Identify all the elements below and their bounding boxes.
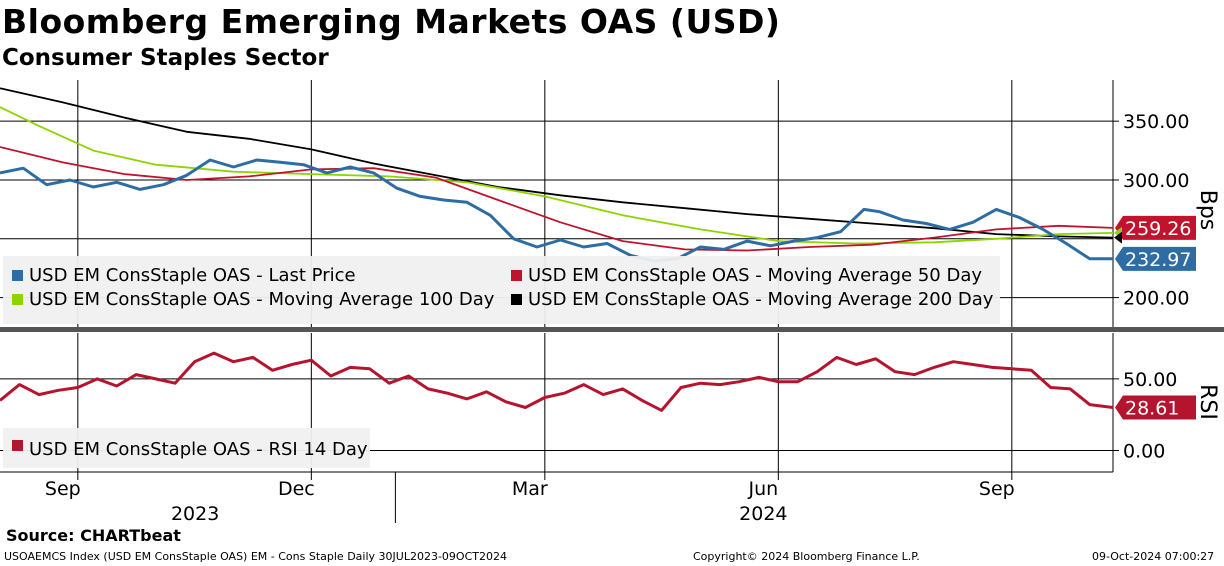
end-value-callout-ma50: 259.26 <box>1115 215 1196 240</box>
legend-box <box>3 256 1000 324</box>
y-tick-label: 50.00 <box>1123 369 1177 391</box>
y-tick-label: 200.00 <box>1123 288 1189 310</box>
series-line-last <box>0 158 1113 263</box>
legend-swatch-ma100 <box>12 294 23 305</box>
x-tick-label: Mar <box>512 478 548 500</box>
year-label: 2023 <box>171 503 219 525</box>
rsi-series-group <box>0 351 1114 412</box>
callout-value: 259.26 <box>1125 218 1191 240</box>
legend-swatch-rsi <box>12 440 23 451</box>
timestamp: 09-Oct-2024 07:00:27 <box>1092 550 1215 563</box>
series-line-rsi <box>0 351 1114 412</box>
series-line-ma50 <box>0 146 1114 252</box>
end-value-callout-rsi: 28.61 <box>1115 395 1196 420</box>
x-tick-label: Dec <box>278 478 315 500</box>
legend-label-rsi: USD EM ConsStaple OAS - RSI 14 Day <box>29 439 368 460</box>
chart-subtitle: Consumer Staples Sector <box>2 45 329 71</box>
price-series-group <box>0 87 1114 263</box>
legend-swatch-ma50 <box>511 270 522 281</box>
legend-box <box>3 428 370 468</box>
legend-label-ma50: USD EM ConsStaple OAS - Moving Average 5… <box>528 265 982 286</box>
y-tick-label: 350.00 <box>1123 111 1189 133</box>
legend-label-ma100: USD EM ConsStaple OAS - Moving Average 1… <box>29 289 495 310</box>
callout-badge <box>1115 246 1196 271</box>
callout-value: 232.97 <box>1125 249 1191 271</box>
y-axis-title: RSI <box>1195 384 1220 420</box>
end-marker-ma200 <box>1114 231 1122 244</box>
callout-value: 28.61 <box>1125 398 1179 420</box>
year-label: 2024 <box>739 503 787 525</box>
price-legend: USD EM ConsStaple OAS - Last Price USD EM… <box>3 256 1000 324</box>
x-tick-label: Jun <box>747 478 778 500</box>
x-tick-label: Sep <box>979 478 1015 500</box>
ticker-description: USOAEMCS Index (USD EM ConsStaple OAS) E… <box>4 550 507 563</box>
series-line-ma200 <box>0 87 1114 239</box>
callout-badge <box>1115 395 1196 420</box>
legend-swatch-last <box>12 270 23 281</box>
panel-separator <box>0 327 1224 332</box>
legend-swatch-ma200 <box>511 294 522 305</box>
series-line-ma100 <box>0 106 1114 245</box>
rsi-legend: USD EM ConsStaple OAS - RSI 14 Day <box>3 428 370 468</box>
y-tick-label: 300.00 <box>1123 170 1189 192</box>
copyright-notice: Copyright© 2024 Bloomberg Finance L.P. <box>693 550 920 563</box>
y-axis-title: Bps <box>1195 190 1220 231</box>
chart-title: Bloomberg Emerging Markets OAS (USD) <box>2 2 781 41</box>
end-value-callout-last: 232.97 <box>1115 246 1196 271</box>
source-label: Source: CHARTbeat <box>6 526 181 545</box>
legend-label-ma200: USD EM ConsStaple OAS - Moving Average 2… <box>528 289 994 310</box>
callout-badge <box>1115 215 1196 240</box>
x-tick-label: Sep <box>45 478 81 500</box>
y-tick-label: 0.00 <box>1123 441 1165 463</box>
legend-label-last: USD EM ConsStaple OAS - Last Price <box>29 265 356 286</box>
